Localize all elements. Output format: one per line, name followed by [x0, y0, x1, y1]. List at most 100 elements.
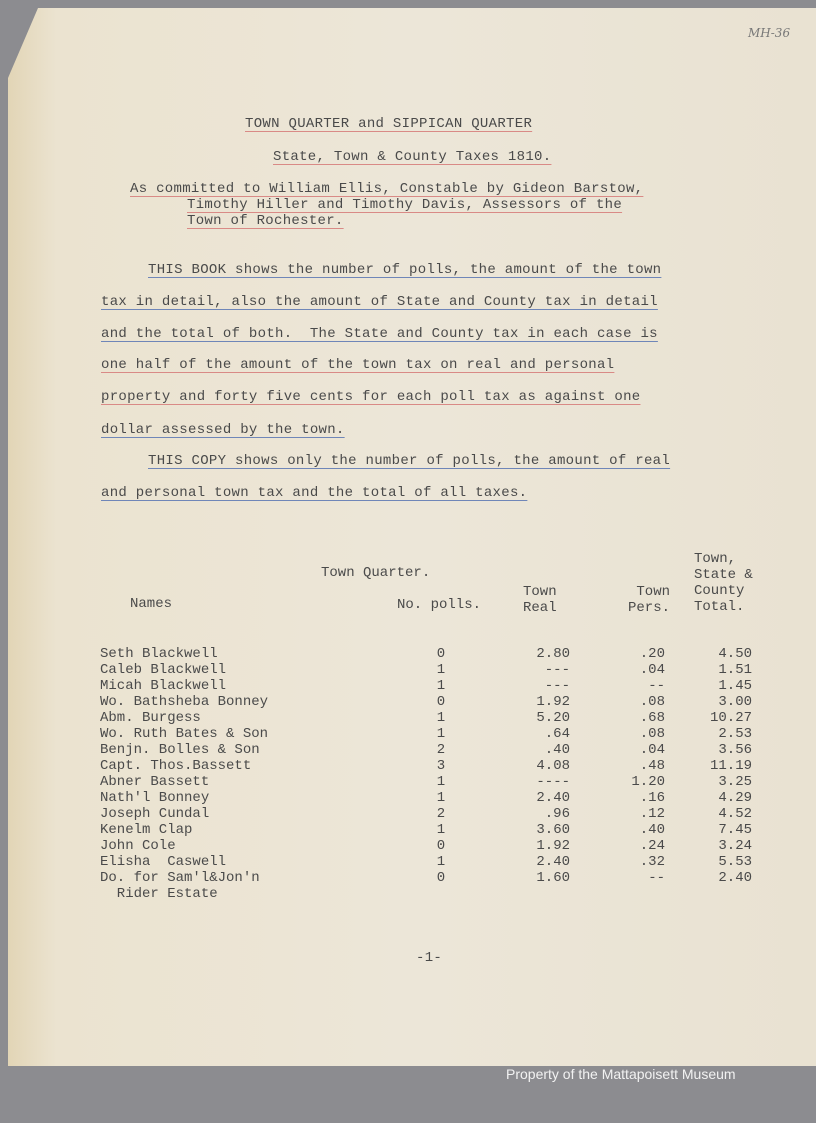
paragraph-line: and personal town tax and the total of a… — [101, 485, 528, 501]
cell-polls: 3 — [436, 758, 446, 774]
cell-real: --- — [544, 662, 570, 678]
cell-polls: 0 — [436, 694, 446, 710]
cell-real: 2.80 — [536, 646, 570, 662]
corner-mark: MH-36 — [748, 26, 791, 40]
cell-name: Abner Bassett — [100, 774, 210, 790]
cell-real: .40 — [544, 742, 570, 758]
cell-polls: 0 — [436, 646, 446, 662]
cell-real: .96 — [544, 806, 570, 822]
table-row: Abm. Burgess 1 5.20 .68 10.27 — [0, 710, 816, 726]
table-row: Caleb Blackwell 1 --- .04 1.51 — [0, 662, 816, 678]
committed-line: As committed to William Ellis, Constable… — [130, 181, 644, 197]
cell-polls: 1 — [436, 726, 446, 742]
table-row: Do. for Sam'l&Jon'n 0 1.60 -- 2.40 — [0, 870, 816, 886]
cell-pers: -- — [648, 678, 665, 694]
cell-pers: .24 — [639, 838, 665, 854]
paragraph-line: property and forty five cents for each p… — [101, 389, 641, 405]
paragraph-line: THIS BOOK shows the number of polls, the… — [148, 262, 662, 278]
committed-line: Timothy Hiller and Timothy Davis, Assess… — [187, 197, 623, 213]
cell-total: 2.40 — [718, 870, 752, 886]
cell-name: Kenelm Clap — [100, 822, 193, 838]
cell-pers: .32 — [639, 854, 665, 870]
cell-total: 4.29 — [718, 790, 752, 806]
cell-pers: .08 — [639, 694, 665, 710]
cell-polls: 1 — [436, 790, 446, 806]
document-subtitle: State, Town & County Taxes 1810. — [273, 149, 552, 165]
cell-name: Rider Estate — [100, 886, 218, 902]
cell-real: 1.60 — [536, 870, 570, 886]
paragraph-line: tax in detail, also the amount of State … — [101, 294, 658, 310]
cell-total: 7.45 — [718, 822, 752, 838]
cell-polls: 1 — [436, 678, 446, 694]
cell-total: 3.56 — [718, 742, 752, 758]
paragraph-line: and the total of both. The State and Cou… — [101, 326, 658, 342]
cell-real: 4.08 — [536, 758, 570, 774]
cell-name: John Cole — [100, 838, 176, 854]
document-title: TOWN QUARTER and SIPPICAN QUARTER — [245, 116, 533, 132]
cell-pers: .04 — [639, 742, 665, 758]
document-page — [8, 8, 816, 1066]
cell-name: Wo. Ruth Bates & Son — [100, 726, 269, 742]
paragraph-line: one half of the amount of the town tax o… — [101, 357, 615, 373]
cell-real: 3.60 — [536, 822, 570, 838]
cell-real: --- — [544, 678, 570, 694]
cell-total: 1.45 — [718, 678, 752, 694]
cell-name: Elisha Caswell — [100, 854, 227, 870]
cell-polls: 0 — [436, 838, 446, 854]
cell-name: Do. for Sam'l&Jon'n — [100, 870, 260, 886]
header-town-real: Town Real — [523, 584, 557, 616]
cell-total: 5.53 — [718, 854, 752, 870]
cell-polls: 1 — [436, 854, 446, 870]
table-row: Wo. Bathsheba Bonney 0 1.92 .08 3.00 — [0, 694, 816, 710]
table-row: John Cole 0 1.92 .24 3.24 — [0, 838, 816, 854]
cell-pers: .40 — [639, 822, 665, 838]
table-row: Seth Blackwell 0 2.80 .20 4.50 — [0, 646, 816, 662]
paragraph-line: dollar assessed by the town. — [101, 422, 345, 438]
page-number: -1- — [416, 950, 443, 966]
cell-pers: .68 — [639, 710, 665, 726]
cell-pers: 1.20 — [631, 774, 665, 790]
cell-pers: .04 — [639, 662, 665, 678]
cell-name: Abm. Burgess — [100, 710, 201, 726]
table-row: Nath'l Bonney 1 2.40 .16 4.29 — [0, 790, 816, 806]
table-row: Benjn. Bolles & Son 2 .40 .04 3.56 — [0, 742, 816, 758]
cell-real: 5.20 — [536, 710, 570, 726]
cell-name: Caleb Blackwell — [100, 662, 227, 678]
table-row: Capt. Thos.Bassett 3 4.08 .48 11.19 — [0, 758, 816, 774]
table-row: Micah Blackwell 1 --- -- 1.45 — [0, 678, 816, 694]
cell-total: 11.19 — [709, 758, 752, 774]
cell-total: 4.50 — [718, 646, 752, 662]
cell-pers: .08 — [639, 726, 665, 742]
cell-pers: -- — [648, 870, 665, 886]
cell-polls: 0 — [436, 870, 446, 886]
cell-real: 1.92 — [536, 838, 570, 854]
header-names: Names — [130, 596, 173, 612]
watermark: Property of the Mattapoisett Museum — [506, 1066, 736, 1082]
cell-total: 3.25 — [718, 774, 752, 790]
cell-polls: 1 — [436, 774, 446, 790]
cell-total: 10.27 — [709, 710, 752, 726]
cell-name: Capt. Thos.Bassett — [100, 758, 252, 774]
table-row: Kenelm Clap 1 3.60 .40 7.45 — [0, 822, 816, 838]
cell-total: 3.00 — [718, 694, 752, 710]
header-town-pers: Town Pers. — [628, 584, 671, 616]
cell-name: Joseph Cundal — [100, 806, 210, 822]
cell-name: Nath'l Bonney — [100, 790, 210, 806]
cell-name: Wo. Bathsheba Bonney — [100, 694, 269, 710]
cell-name: Benjn. Bolles & Son — [100, 742, 260, 758]
cell-total: 1.51 — [718, 662, 752, 678]
cell-name: Seth Blackwell — [100, 646, 218, 662]
cell-real: 2.40 — [536, 790, 570, 806]
header-total: Town, State & County Total. — [694, 551, 753, 615]
cell-pers: .20 — [639, 646, 665, 662]
table-row: Wo. Ruth Bates & Son 1 .64 .08 2.53 — [0, 726, 816, 742]
table-row: Elisha Caswell 1 2.40 .32 5.53 — [0, 854, 816, 870]
cell-real: ---- — [536, 774, 570, 790]
cell-name: Micah Blackwell — [100, 678, 227, 694]
cell-pers: .12 — [639, 806, 665, 822]
cell-polls: 1 — [436, 710, 446, 726]
table-row: Joseph Cundal 2 .96 .12 4.52 — [0, 806, 816, 822]
cell-real: 1.92 — [536, 694, 570, 710]
cell-total: 3.24 — [718, 838, 752, 854]
table-row: Abner Bassett 1 ---- 1.20 3.25 — [0, 774, 816, 790]
